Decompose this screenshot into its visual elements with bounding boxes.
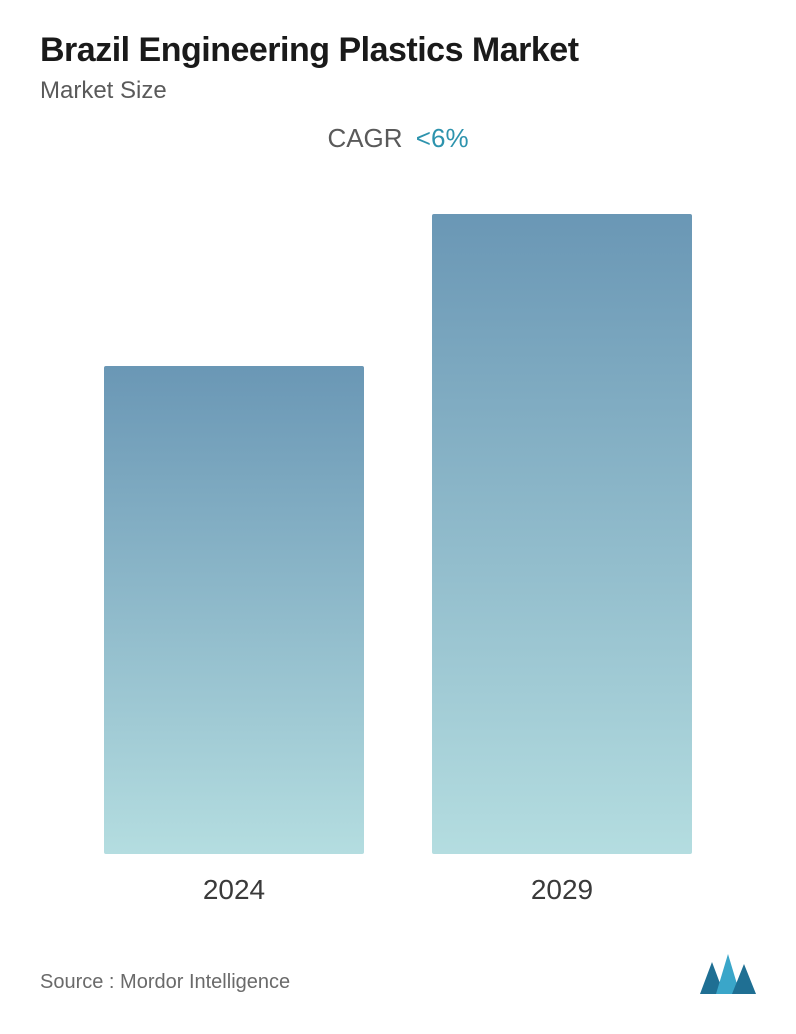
cagr-label: CAGR xyxy=(327,123,402,153)
chart-title: Brazil Engineering Plastics Market xyxy=(40,30,756,71)
cagr-row: CAGR <6% xyxy=(40,123,756,154)
source-text: Source : Mordor Intelligence xyxy=(40,971,290,994)
bars-container xyxy=(40,194,756,854)
chart-footer: Source : Mordor Intelligence xyxy=(40,954,756,994)
x-axis-labels: 2024 2029 xyxy=(40,864,756,924)
bar xyxy=(104,366,364,854)
bar-group xyxy=(104,366,364,854)
bar-x-label: 2029 xyxy=(432,864,692,924)
chart-subtitle: Market Size xyxy=(40,77,756,105)
bar-group xyxy=(432,214,692,854)
cagr-value: <6% xyxy=(416,123,469,153)
bar xyxy=(432,214,692,854)
chart-plot-area: 2024 2029 xyxy=(40,194,756,924)
bar-x-label: 2024 xyxy=(104,864,364,924)
brand-logo-icon xyxy=(700,954,756,994)
